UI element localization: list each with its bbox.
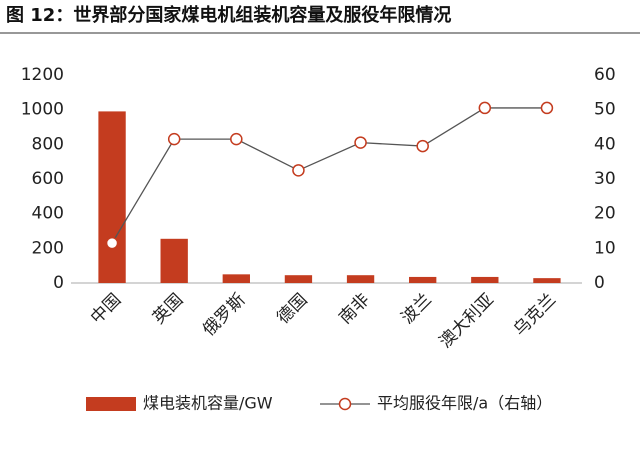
y2-tick-label: 20	[594, 204, 616, 224]
bar	[533, 278, 561, 283]
legend-marker	[338, 397, 352, 411]
marker	[354, 136, 367, 149]
x-tick-label: 英国	[149, 290, 187, 328]
y2-tick-label: 40	[594, 134, 616, 154]
legend-label: 煤电装机容量/GW	[143, 394, 273, 413]
y2-tick-label: 10	[594, 238, 616, 258]
x-tick-label: 中国	[87, 290, 125, 328]
x-tick-label: 澳大利亚	[436, 290, 498, 352]
y-tick-label: 200	[32, 238, 64, 258]
y-tick-label: 400	[32, 204, 64, 224]
line	[111, 107, 547, 244]
marker	[540, 101, 554, 115]
chart-title: 图 12：世界部分国家煤电机组装机容量及服役年限情况	[6, 4, 451, 26]
y2-tick-label: 50	[594, 100, 616, 120]
marker	[167, 132, 181, 146]
marker	[105, 236, 119, 250]
bar	[409, 276, 437, 283]
x-tick-label: 乌克兰	[510, 290, 560, 340]
bar	[160, 238, 188, 283]
y2-tick-label: 30	[594, 169, 616, 189]
marker	[292, 164, 305, 177]
x-tick-label: 南非	[335, 290, 373, 328]
y-tick-label: 1200	[21, 65, 64, 85]
marker	[416, 139, 429, 153]
bar	[222, 274, 250, 283]
x-tick-label: 俄罗斯	[199, 290, 249, 340]
y2-tick-label: 60	[594, 65, 616, 85]
marker	[230, 132, 243, 146]
legend-label: 平均服役年限/a（右轴）	[377, 394, 552, 413]
y-tick-label: 1000	[21, 100, 64, 120]
x-tick-label: 德国	[273, 290, 311, 328]
bar	[98, 111, 126, 284]
bar	[284, 275, 313, 283]
y2-tick-label: 0	[594, 273, 605, 293]
y-tick-label: 600	[32, 169, 64, 189]
y-tick-label: 0	[53, 273, 64, 293]
bar	[471, 276, 499, 283]
bar	[346, 275, 375, 283]
y-tick-label: 800	[32, 134, 64, 154]
legend-swatch	[86, 397, 136, 411]
x-tick-label: 波兰	[398, 290, 436, 328]
marker	[478, 101, 492, 115]
